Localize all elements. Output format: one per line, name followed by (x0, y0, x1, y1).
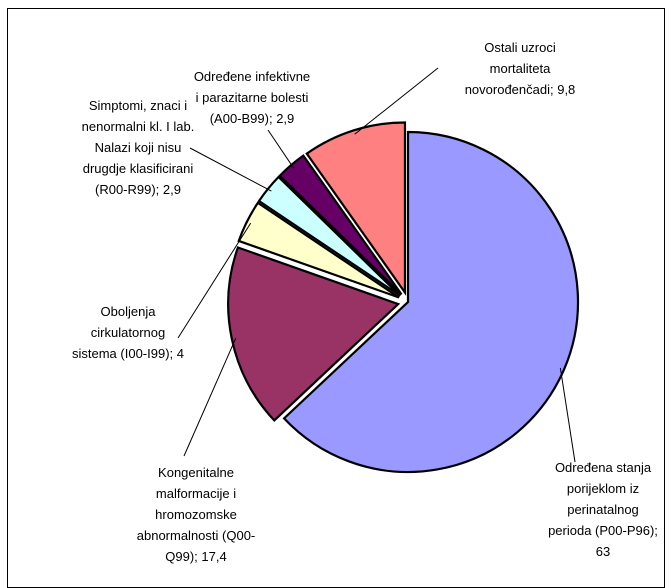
slice-label-4-line-1: i parazitarne bolesti (196, 90, 309, 105)
slice-label-2-line-2: sistema (I00-I99); 4 (72, 346, 184, 361)
slice-label-0-line-4: 63 (596, 544, 610, 559)
slice-label-3-line-3: drugdje klasificirani (83, 161, 194, 176)
slice-label-3: Simptomi, znaci i nenormalni kl. I lab. Na… (82, 98, 195, 197)
slice-label-0-line-0: Određena stanja (555, 460, 652, 475)
slice-label-3-line-2: Nalazi koji nisu (95, 140, 182, 155)
slice-label-1-line-2: hromozomske (155, 507, 237, 522)
pie-slice-2 (237, 201, 400, 299)
pie-slice-5 (305, 121, 407, 296)
slice-label-3-line-4: (R00-R99); 2,9 (95, 182, 181, 197)
pie-chart: Određena stanja porijeklom iz perinatalnog… (72, 40, 658, 564)
slice-label-1-line-3: abnormalnosti (Q00- (137, 528, 256, 543)
pie-slice-0 (282, 130, 580, 474)
slice-label-1-line-0: Kongenitalne (158, 465, 234, 480)
slice-label-4-line-0: Određene infektivne (194, 69, 310, 84)
slice-label-2: Oboljenja cirkulatornog sistema (I00-I99);… (72, 304, 184, 361)
slice-label-2-line-0: Oboljenja (101, 304, 157, 319)
slice-label-5-line-2: novorođenčadi; 9,8 (465, 82, 576, 97)
slice-label-1-line-4: Q99); 17,4 (165, 549, 226, 564)
leader-line-2 (177, 222, 252, 339)
slice-label-0-line-2: perinatalnog (567, 502, 639, 517)
slice-label-0-line-1: porijeklom iz (567, 481, 639, 496)
leader-line-1 (183, 338, 237, 457)
slice-label-4-line-2: (A00-B99); 2,9 (210, 111, 295, 126)
pie-slice-3 (257, 175, 402, 297)
slice-label-4: Određene infektivne i parazitarne bolesti… (194, 69, 310, 126)
leader-line-3 (189, 147, 272, 192)
slice-label-5: Ostali uzroci mortaliteta novorođenčadi; 9… (465, 40, 576, 97)
slice-label-1-line-1: malformacije i (156, 486, 236, 501)
leader-line-4 (267, 129, 295, 169)
slice-label-3-line-1: nenormalni kl. I lab. (82, 119, 195, 134)
slice-label-1: Kongenitalne malformacije i hromozomske abn… (137, 465, 256, 564)
slice-label-2-line-1: cirkulatornog (91, 325, 165, 340)
slice-label-3-line-0: Simptomi, znaci i (89, 98, 187, 113)
leader-line-0 (559, 367, 576, 463)
slice-label-0-line-3: perioda (P00-P96); (548, 523, 658, 538)
leader-line-5 (354, 67, 439, 135)
slice-label-0: Određena stanja porijeklom iz perinatalnog… (548, 460, 658, 559)
pie-slice-1 (227, 246, 401, 422)
slice-label-5-line-0: Ostali uzroci (484, 40, 556, 55)
slice-label-5-line-1: mortaliteta (490, 61, 551, 76)
